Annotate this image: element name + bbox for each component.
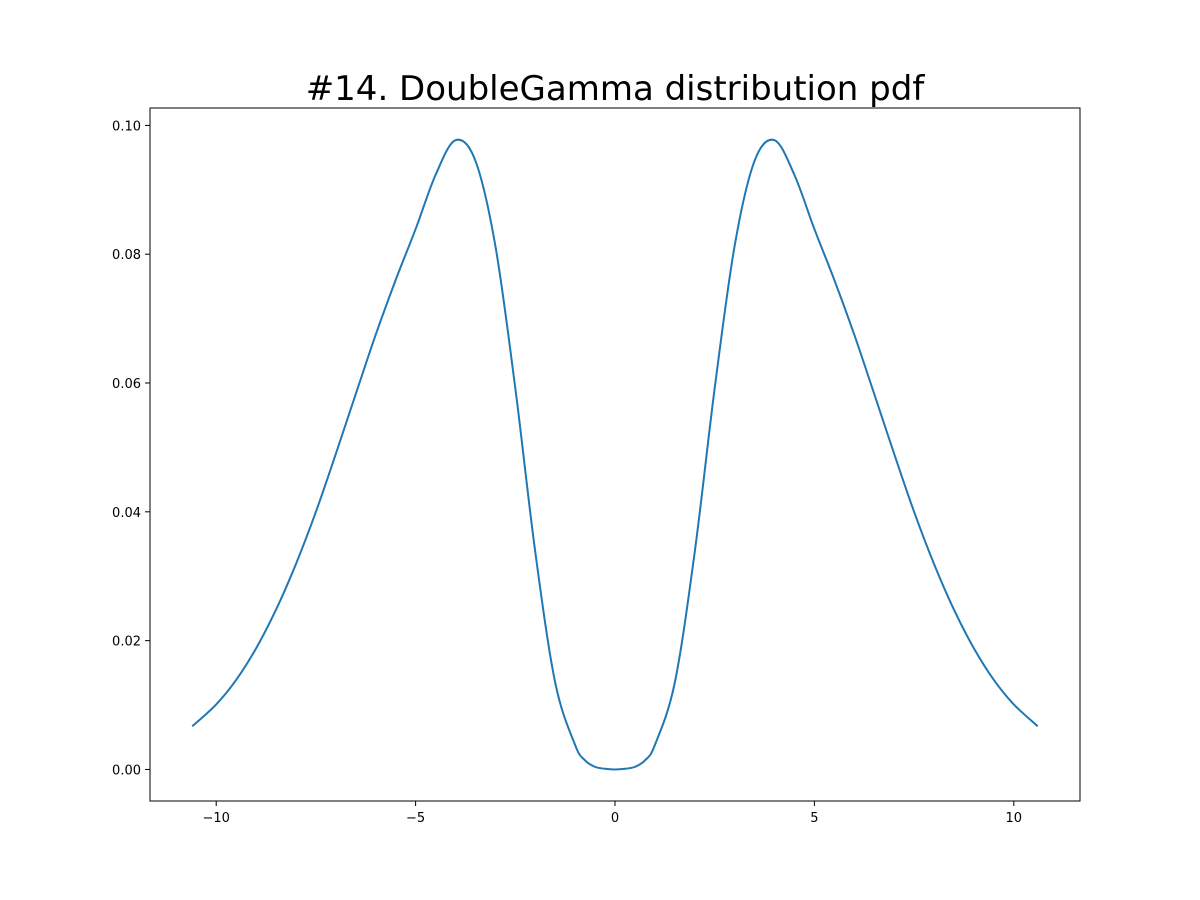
y-tick-label: 0.10 [112, 119, 141, 134]
x-tick-label: −5 [406, 811, 425, 826]
x-axis: −10 −5 0 5 10 [202, 801, 1022, 826]
y-axis: 0.00 0.02 0.04 0.06 0.08 0.10 [112, 119, 150, 778]
y-tick-label: 0.04 [112, 506, 141, 521]
x-tick-label: −10 [202, 811, 229, 826]
y-tick-label: 0.08 [112, 248, 141, 263]
y-tick-label: 0.00 [112, 763, 141, 778]
y-tick-label: 0.06 [112, 377, 141, 392]
plot-area [191, 138, 1039, 771]
x-tick-label: 0 [611, 811, 619, 826]
y-tick-label: 0.02 [112, 635, 141, 650]
plot-frame [149, 107, 1081, 802]
x-tick-label: 5 [810, 811, 818, 826]
series-line-0 [191, 138, 1039, 771]
chart-title: #14. DoubleGamma distribution pdf [306, 69, 926, 109]
x-tick-label: 10 [1006, 811, 1023, 826]
